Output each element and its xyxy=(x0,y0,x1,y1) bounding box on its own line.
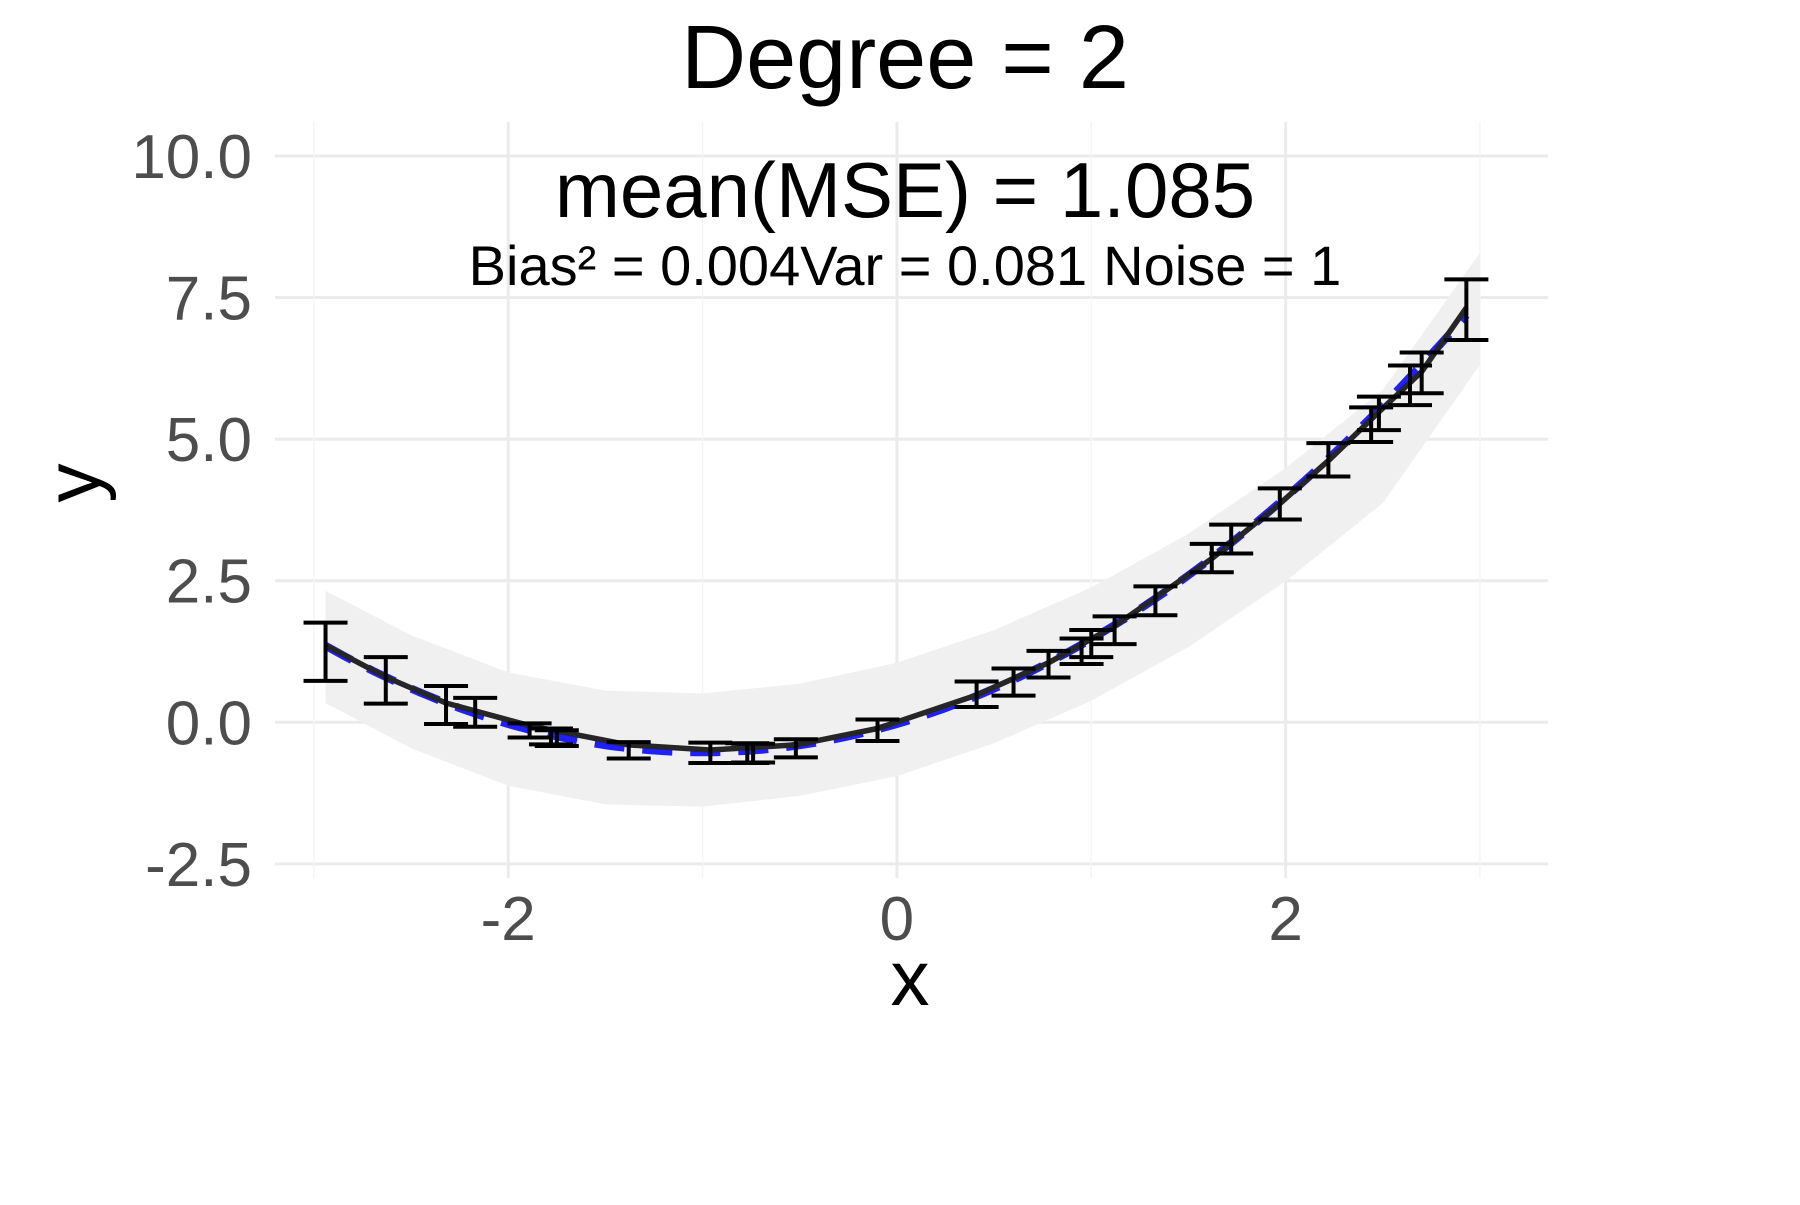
y-axis-title: y xyxy=(29,464,117,503)
x-axis-title: x xyxy=(891,934,930,1022)
x-tick-label: 2 xyxy=(1268,885,1302,954)
y-tick-label: -2.5 xyxy=(145,831,252,900)
y-tick-label: 5.0 xyxy=(166,406,252,475)
chart-title: Degree = 2 xyxy=(681,8,1129,108)
x-tick-label: -2 xyxy=(481,885,536,954)
noise-annotation: Noise = 1 xyxy=(1103,234,1341,297)
var-annotation: Var = 0.081 xyxy=(800,234,1087,297)
y-tick-label: 0.0 xyxy=(166,689,252,758)
y-tick-label: 10.0 xyxy=(131,123,252,192)
y-tick-label: 7.5 xyxy=(166,265,252,334)
bias-annotation: Bias² = 0.004 xyxy=(469,234,801,297)
decomposition-annotation: Bias² = 0.004Var = 0.081 Noise = 1 xyxy=(469,234,1342,297)
y-tick-label: 2.5 xyxy=(166,548,252,617)
mse-annotation: mean(MSE) = 1.085 xyxy=(555,146,1255,234)
